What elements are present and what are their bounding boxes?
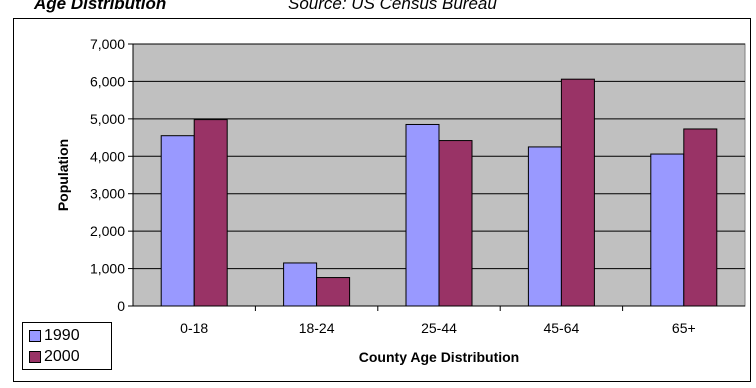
legend-swatch-1990 (29, 330, 41, 342)
x-axis-label: County Age Distribution (359, 349, 519, 365)
legend-item-1990: 1990 (29, 326, 80, 346)
y-tick-label: 2,000 (90, 223, 125, 239)
chart-title: Age Distribution (34, 0, 167, 13)
bar-1990-0-18 (160, 135, 195, 307)
legend-label-1990: 1990 (44, 327, 80, 344)
bar-2000-25-44 (438, 140, 473, 307)
y-axis-label: Population (55, 139, 71, 211)
y-tick-label: 0 (117, 298, 125, 314)
y-tick-label: 7,000 (90, 36, 125, 52)
bar-1990-18-24 (283, 262, 318, 307)
bar-2000-0-18 (193, 119, 228, 307)
x-tick-label: 0-18 (180, 320, 208, 336)
x-tick-label: 25-44 (421, 320, 457, 336)
legend-label-2000: 2000 (44, 348, 80, 365)
x-tick-label: 18-24 (299, 320, 335, 336)
legend: 1990 2000 (22, 322, 112, 370)
y-tick-label: 4,000 (90, 148, 125, 164)
bar-2000-45-64 (560, 78, 595, 307)
legend-swatch-2000 (29, 351, 41, 363)
x-tick-label: 45-64 (543, 320, 579, 336)
bar-2000-65+ (683, 128, 718, 307)
bar-1990-65+ (650, 153, 685, 307)
y-tick-label: 6,000 (90, 73, 125, 89)
y-tick-label: 5,000 (90, 111, 125, 127)
bar-2000-18-24 (316, 277, 351, 307)
source-note: Source: US Census Bureau (288, 0, 497, 13)
x-tick-label: 65+ (672, 320, 696, 336)
bar-1990-45-64 (527, 146, 562, 307)
legend-item-2000: 2000 (29, 347, 80, 367)
bar-1990-25-44 (405, 123, 440, 307)
y-tick-label: 1,000 (90, 261, 125, 277)
y-tick-label: 3,000 (90, 186, 125, 202)
